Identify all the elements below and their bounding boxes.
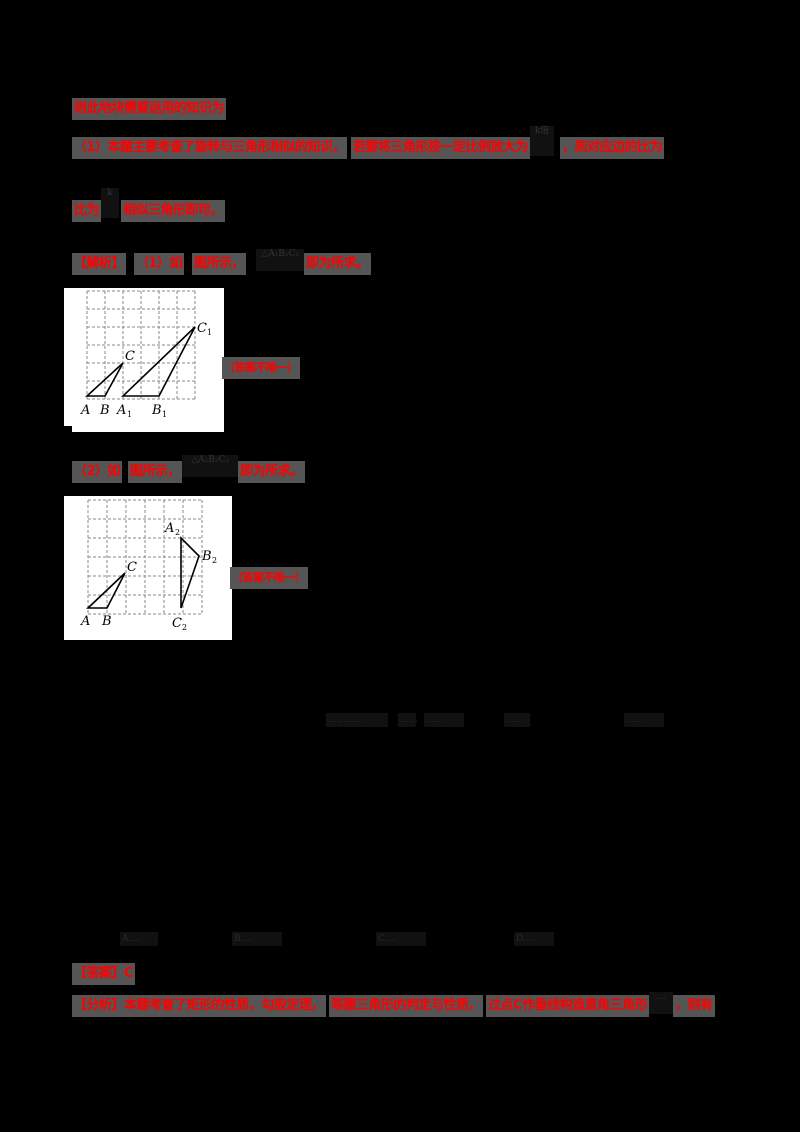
svg-text:C: C [197, 321, 207, 336]
paragraph-2-part-a: 比为 [72, 200, 102, 222]
option-b: B.… [232, 932, 282, 946]
svg-text:1: 1 [207, 328, 212, 337]
svg-text:B: B [99, 403, 110, 418]
option-c: C.… [376, 932, 426, 946]
svg-text:C: C [125, 349, 135, 364]
figure-1-grid: A B C A B C 1 1 1 [64, 288, 224, 432]
question-fragment: …… [398, 713, 418, 727]
heading-text: 则此地块需要运用的知识为 [72, 98, 227, 120]
analysis-1-part-c: 即为所求。 [304, 253, 371, 275]
figure-1-note: （答案不唯一） [222, 357, 300, 379]
question-fragment: ………… [326, 713, 388, 727]
analysis-1: 【解析】 （1）如 图所示， △A₁B₁C₁ 即为所求。 [72, 249, 371, 275]
analysis-2-part-b: 图所示， [128, 461, 183, 483]
answer-not-unique-note: （答案不唯一） [222, 357, 300, 379]
math-formula-image: k倍 [530, 126, 555, 156]
triangle-grid-diagram-1: A B C A B C 1 1 1 [80, 290, 212, 419]
answer-line: 【答案】C [72, 963, 136, 985]
analysis-1-part-a: （1）如 [134, 253, 185, 275]
svg-text:A: A [80, 614, 90, 629]
answer-not-unique-note: （答案不唯一） [230, 567, 308, 589]
triangle-grid-diagram-2: A B C A B C 2 2 2 [80, 499, 217, 632]
answer-value: C [124, 966, 134, 981]
svg-text:2: 2 [212, 556, 217, 565]
question-fragment: …… [624, 713, 664, 727]
analysis-1-part-b: 图所示， [192, 253, 247, 275]
figure-notch [64, 426, 72, 434]
explanation-part-c: 过点C作垂线构造直角三角形 [486, 995, 650, 1017]
svg-text:A: A [116, 403, 126, 418]
explanation-label: 【分析】 [74, 998, 125, 1013]
svg-text:A: A [164, 521, 174, 536]
section-heading: 则此地块需要运用的知识为 [72, 98, 227, 120]
math-formula-image: △A₁B₁C₁ [256, 249, 305, 271]
svg-text:B: B [151, 403, 162, 418]
option-d: D.… [514, 932, 554, 946]
analysis-label: 【解析】 [72, 253, 127, 275]
svg-text:B: B [101, 614, 112, 629]
analysis-2-part-c: 即为所求。 [238, 461, 305, 483]
explanation-part-d: ，则有 [673, 995, 715, 1017]
math-formula-image: … [649, 992, 674, 1014]
paragraph-1-part-c: ，则对应边的比为 [560, 137, 665, 159]
svg-text:C: C [127, 560, 137, 575]
paragraph-1-part-b: 若要将三角形按一定比例放大为 [351, 137, 531, 159]
answer-label: 【答案】 [74, 966, 125, 981]
paragraph-1-part-a: （1）本题主要考查了旋转与三角形相似的知识， [72, 137, 348, 159]
option-a: A.… [120, 932, 158, 946]
paragraph-2: 比为 k 相似三角形即可。 [72, 188, 226, 222]
svg-text:1: 1 [162, 410, 167, 419]
explanation-block-1: 【分析】本题考查了矩形的性质，勾股定理， [72, 995, 327, 1017]
question-fragment: …… [504, 713, 530, 727]
explanation-part-b: 等腰三角形的判定与性质， [329, 995, 484, 1017]
svg-text:1: 1 [127, 410, 132, 419]
answer-block: 【答案】C [72, 963, 136, 985]
math-formula-image: k [101, 188, 120, 218]
svg-text:2: 2 [182, 623, 187, 632]
figure-2-note: （答案不唯一） [230, 567, 308, 589]
paragraph-1: （1）本题主要考查了旋转与三角形相似的知识， 若要将三角形按一定比例放大为 k倍… [72, 126, 665, 159]
svg-text:2: 2 [175, 528, 180, 537]
paragraph-2-part-b: 相似三角形即可。 [121, 200, 226, 222]
analysis-2-part-a: （2）如 [72, 461, 123, 483]
explanation-part-a: 本题考查了矩形的性质，勾股定理， [124, 998, 325, 1013]
math-formula-image: △A₂B₂C₂ [182, 455, 239, 477]
svg-text:A: A [80, 403, 90, 418]
svg-text:C: C [172, 616, 182, 631]
figure-2-grid: A B C A B C 2 2 2 [64, 496, 232, 640]
question-fragment: …… [424, 713, 464, 727]
svg-text:B: B [201, 549, 212, 564]
explanation-line: 【分析】本题考查了矩形的性质，勾股定理， 等腰三角形的判定与性质， 过点C作垂线… [72, 992, 715, 1017]
analysis-2: （2）如 图所示， △A₂B₂C₂ 即为所求。 [72, 455, 305, 483]
